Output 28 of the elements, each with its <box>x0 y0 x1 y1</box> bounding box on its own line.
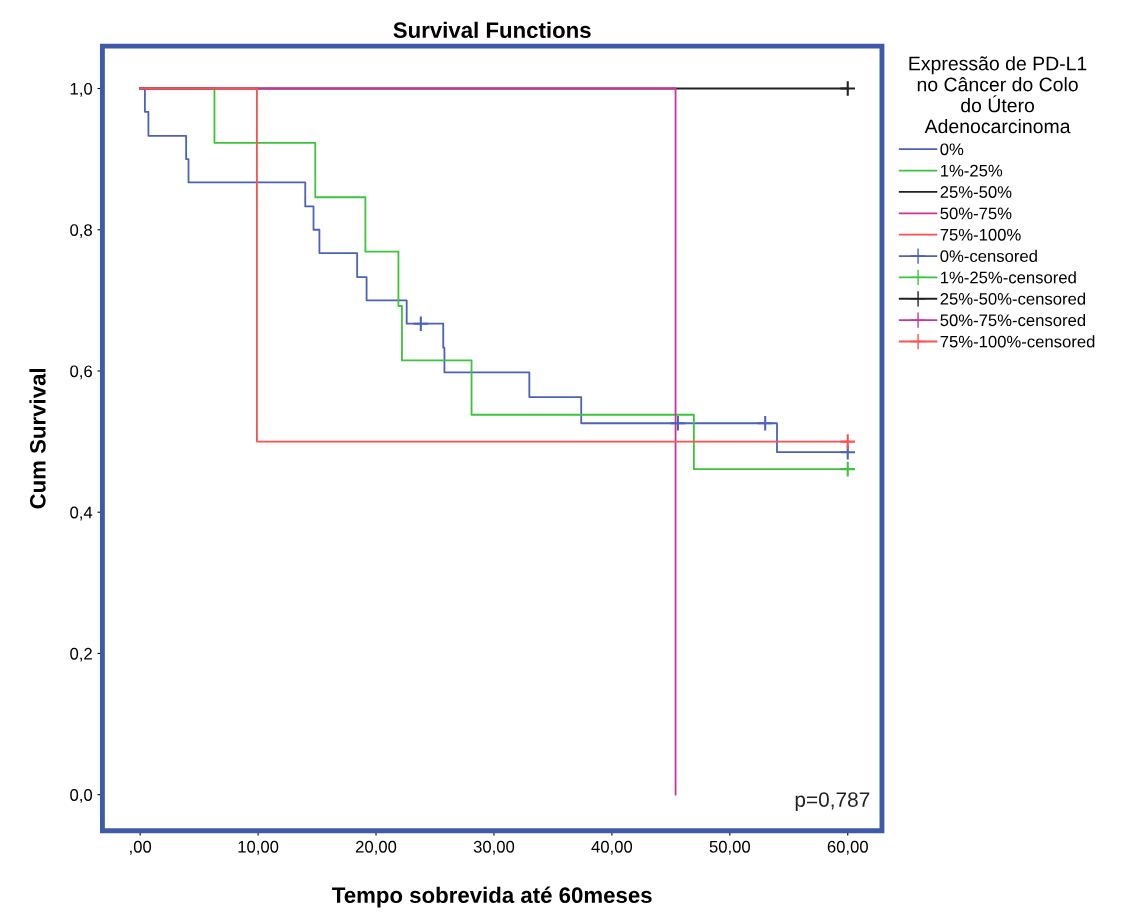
legend-label: 50%-75%-censored <box>940 313 1086 327</box>
legend-label: 0%-censored <box>940 249 1037 263</box>
x-axis-title: Tempo sobrevida até 60meses <box>332 886 652 908</box>
y-tick-label: 0,6 <box>70 365 92 380</box>
y-tick-label: 0,2 <box>70 647 92 662</box>
y-tick-label: 0,0 <box>70 789 93 803</box>
x-tick-label: 30,00 <box>473 840 515 855</box>
x-tick-label: 50,00 <box>709 840 751 855</box>
x-tick-label: 20,00 <box>356 840 397 855</box>
legend-label: 25%-50%-censored <box>940 292 1086 305</box>
legend-label: 0% <box>940 143 964 156</box>
x-tick-label: 10,00 <box>238 840 279 855</box>
annotation: p=0,787 <box>795 792 870 812</box>
legend-label: 50%-75% <box>940 207 1012 220</box>
legend-label: 75%-100% <box>940 228 1021 241</box>
legend-label: 1%-25% <box>941 164 1003 177</box>
x-tick-label: ,00 <box>130 840 152 855</box>
legend-label: 25%-50% <box>940 186 1012 198</box>
x-tick-label: 40,00 <box>591 840 633 855</box>
y-tick-label: 1,0 <box>70 82 93 97</box>
y-tick-label: 0,8 <box>70 224 92 238</box>
x-tick-label: 60,00 <box>827 840 868 855</box>
y-tick-label: 0,4 <box>70 506 93 521</box>
legend-label: 1%-25%-censored <box>941 271 1076 284</box>
legend-label: 75%-100%-censored <box>940 335 1095 348</box>
y-axis-title: Cum Survival <box>29 368 46 509</box>
chart-title: Survival Functions <box>393 21 591 39</box>
legend-title: Expressão de PD-L1 no Câncer do Colo do Útero Adenocarcinoma <box>909 56 1087 134</box>
